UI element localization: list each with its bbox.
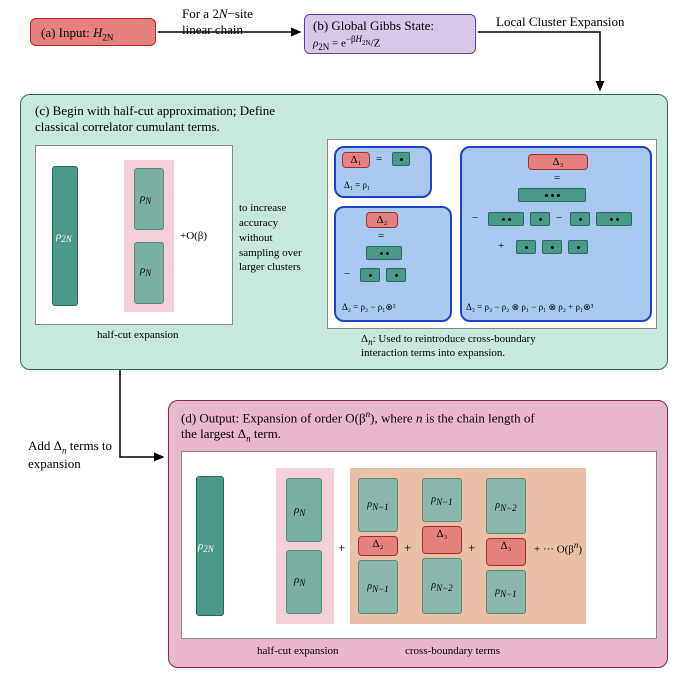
box-a-input: (a) Input: H2N xyxy=(30,18,156,46)
d-half-label: half-cut expansion xyxy=(257,645,339,657)
c-left-diagram: ρ2N ρN ρN +O(β) xyxy=(35,145,233,325)
d-cross-label: cross-boundary terms xyxy=(405,645,500,657)
ob-label: +O(β) xyxy=(180,230,207,242)
d1-chip: Δ₁ xyxy=(342,152,370,168)
c-mid-text: to increase accuracy without sampling ov… xyxy=(239,201,302,275)
label-ab: For a 2N−site linear chain xyxy=(182,6,253,38)
b-title: (b) Global Gibbs State: xyxy=(313,18,467,34)
panel-d: (d) Output: Expansion of order O(βn), wh… xyxy=(168,400,668,668)
a-sub: 2N xyxy=(102,33,113,43)
d1-eq: Δ₁ = ρ₁ xyxy=(344,180,370,190)
bubble-d2: Δ₂ = − Δ₂ = ρ₂ − ρ₁⊗² xyxy=(334,206,452,322)
bubble-d1: Δ₁ = Δ₁ = ρ₁ xyxy=(334,146,432,198)
a-h: H xyxy=(93,25,102,40)
box-b-gibbs: (b) Global Gibbs State: ρ2N = e−βH2N/Z xyxy=(304,14,476,54)
c-title: (c) Begin with half-cut approximation; D… xyxy=(35,103,275,135)
panel-c: (c) Begin with half-cut approximation; D… xyxy=(20,94,668,370)
d-diagram: ρ2N ρN ρN + ρN−1 Δ₂ ρN−1 + ρN−1 Δ₃ ρN−2 … xyxy=(181,451,657,639)
d-tail: + ··· O(βn) xyxy=(534,540,582,556)
b-formula: ρ2N = e−βH2N/Z xyxy=(313,34,467,52)
rhoN-top-lbl: ρN xyxy=(140,192,151,206)
label-cd: Add Δn terms to expansion xyxy=(28,438,112,472)
bubble-d3: Δ₃ = − − + Δ₃ = ρ₃ − ρ₂ ⊗ ρ₁ − ρ₁ ⊗ ρ₂ +… xyxy=(460,146,652,322)
d-title: (d) Output: Expansion of order O(βn), wh… xyxy=(181,409,535,444)
d3-eq: Δ₃ = ρ₃ − ρ₂ ⊗ ρ₁ − ρ₁ ⊗ ρ₂ + ρ₁⊗³ xyxy=(466,302,593,313)
d1-dotbox xyxy=(392,152,410,166)
half-cut-label-c: half-cut expansion xyxy=(97,329,179,341)
c-note: Δn: Used to reintroduce cross-boundary i… xyxy=(361,333,536,359)
d3-chip: Δ₃ xyxy=(528,154,588,170)
a-text: (a) Input: xyxy=(41,25,93,40)
rho2N-label: ρ2N xyxy=(56,230,72,244)
c-right-diagram: Δ₁ = Δ₁ = ρ₁ Δ₂ = − Δ₂ = ρ₂ − ρ₁⊗² Δ₃ = … xyxy=(327,139,657,329)
label-bc: Local Cluster Expansion xyxy=(496,14,625,30)
rhoN-bot-lbl: ρN xyxy=(140,264,151,278)
d2-chip: Δ₂ xyxy=(366,212,398,228)
d2-eq: Δ₂ = ρ₂ − ρ₁⊗² xyxy=(342,302,396,313)
